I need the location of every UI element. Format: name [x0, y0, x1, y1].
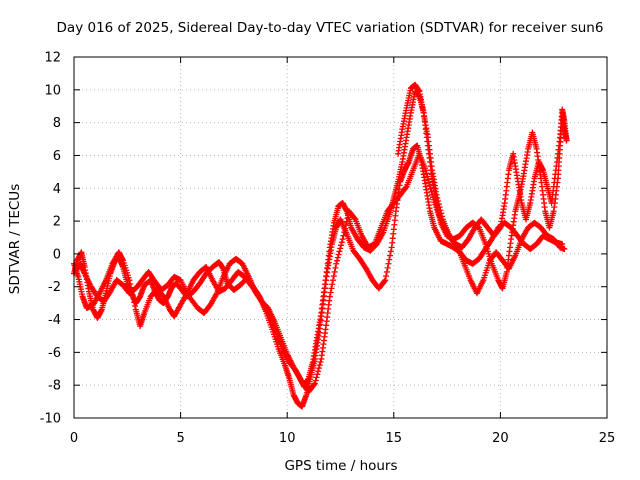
data-point [334, 257, 341, 264]
x-tick-label: 0 [70, 431, 78, 446]
y-tick-label: -2 [48, 280, 61, 295]
y-tick-label: 12 [44, 51, 61, 66]
y-tick-label: 6 [53, 149, 61, 164]
data-point [329, 281, 336, 288]
x-tick-label: 25 [599, 431, 616, 446]
x-tick-label: 10 [279, 431, 296, 446]
data-point [314, 371, 321, 378]
data-point [437, 207, 444, 214]
plot-border [73, 56, 608, 419]
data-point [339, 236, 346, 243]
data-point [128, 284, 135, 291]
data-point [351, 215, 358, 222]
data-point [561, 245, 568, 252]
data-point [384, 264, 391, 271]
data-point [317, 359, 324, 366]
data-point [333, 260, 340, 267]
data-point [330, 277, 337, 284]
y-tick-label: 2 [53, 215, 61, 230]
data-point [130, 295, 137, 302]
data-point [439, 213, 446, 220]
y-tick-label: -10 [40, 412, 61, 427]
data-point [383, 268, 390, 275]
data-point [337, 245, 344, 252]
y-tick-label: 8 [53, 116, 61, 131]
data-point [127, 280, 134, 287]
y-tick-label: 0 [53, 247, 61, 262]
data-point [563, 137, 570, 144]
data-point [336, 248, 343, 255]
data-point [340, 232, 347, 239]
data-point [338, 239, 345, 246]
data-point [386, 256, 393, 263]
data-point [332, 264, 339, 271]
y-tick-label: 10 [44, 83, 61, 98]
data-point [387, 252, 394, 259]
data-point [338, 242, 345, 249]
data-point [496, 225, 503, 232]
data-point [311, 381, 318, 388]
data-point [328, 285, 335, 292]
x-tick-label: 20 [492, 431, 509, 446]
data-point [313, 374, 320, 381]
x-axis-label: GPS time / hours [284, 458, 397, 474]
data-series [71, 81, 570, 410]
data-point [132, 303, 139, 310]
y-tick-label: 4 [53, 182, 61, 197]
data-point [131, 299, 138, 306]
data-point [424, 173, 431, 180]
data-point [334, 254, 341, 261]
data-point [422, 167, 429, 174]
data-point [315, 365, 322, 372]
data-point [327, 289, 334, 296]
data-point [382, 277, 389, 284]
data-point [330, 273, 337, 280]
data-point [342, 222, 349, 229]
data-point [385, 260, 392, 267]
data-point [129, 291, 136, 298]
data-point [438, 210, 445, 217]
data-point [335, 251, 342, 258]
data-point [383, 273, 390, 280]
data-point [435, 201, 442, 208]
data-point [433, 191, 440, 198]
data-point [387, 248, 394, 255]
y-tick-label: -6 [48, 346, 61, 361]
data-point [434, 194, 441, 201]
data-point [126, 277, 133, 284]
y-axis-label: SDTVAR / TECUs [7, 184, 23, 294]
data-point [381, 278, 388, 285]
data-point [311, 380, 318, 387]
y-tick-label: -4 [48, 313, 61, 328]
data-point [423, 170, 430, 177]
data-point [344, 215, 351, 222]
y-tick-label: -8 [48, 379, 61, 394]
axis-ticks: 0 5 10 15 20 25 -10 -8 -6 -4 -2 0 2 4 6 8 10 12 [40, 51, 616, 447]
data-point [436, 204, 443, 211]
data-point [341, 229, 348, 236]
chart-title: Day 016 of 2025, Sidereal Day-to-day VTE… [57, 20, 604, 36]
data-point [316, 362, 323, 369]
data-point [426, 182, 433, 189]
x-tick-label: 15 [386, 431, 403, 446]
data-point [425, 179, 432, 186]
data-point [342, 225, 349, 232]
data-point [435, 197, 442, 204]
data-point [315, 368, 322, 375]
data-point [326, 293, 333, 300]
data-point [425, 176, 432, 183]
data-point [343, 218, 350, 225]
data-point [128, 288, 135, 295]
data-point [331, 268, 338, 275]
data-point [312, 377, 319, 384]
x-tick-label: 5 [176, 431, 184, 446]
data-point [402, 184, 409, 191]
